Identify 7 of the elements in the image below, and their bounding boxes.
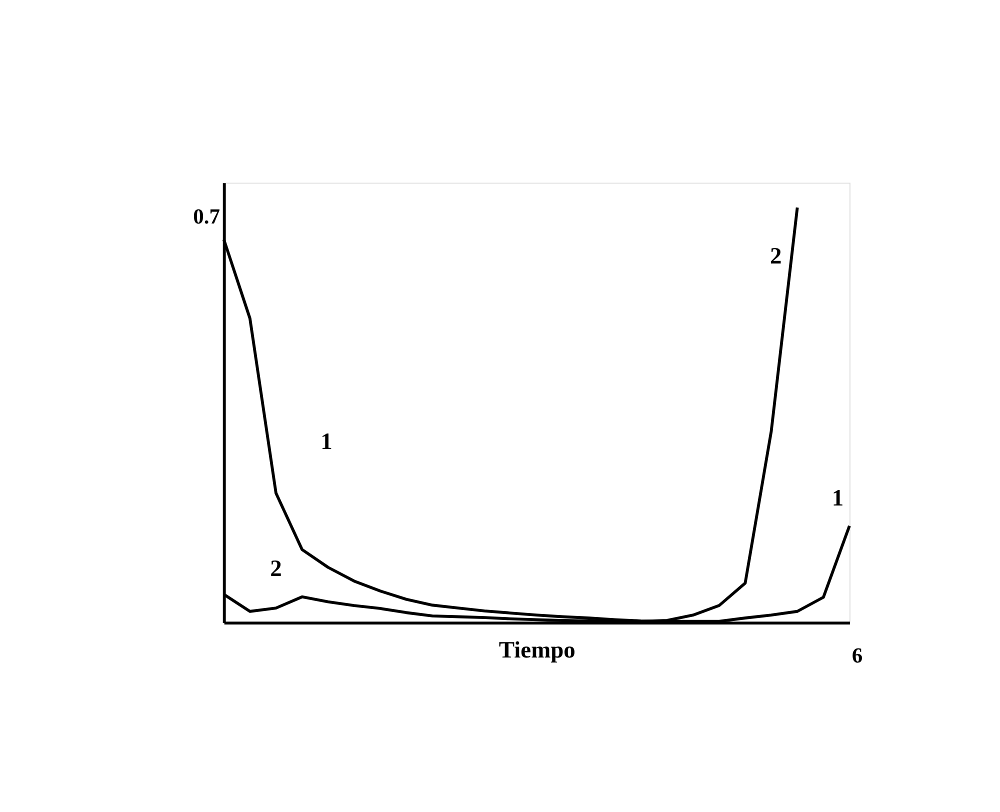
series-label: 2 <box>770 243 782 270</box>
series-label: 1 <box>832 485 844 512</box>
text: 2 <box>270 556 282 582</box>
text: 1 <box>320 428 332 455</box>
text: 6 <box>852 644 863 668</box>
x-axis-title: Tiempo <box>498 637 576 664</box>
text: 0.7 <box>193 204 220 229</box>
